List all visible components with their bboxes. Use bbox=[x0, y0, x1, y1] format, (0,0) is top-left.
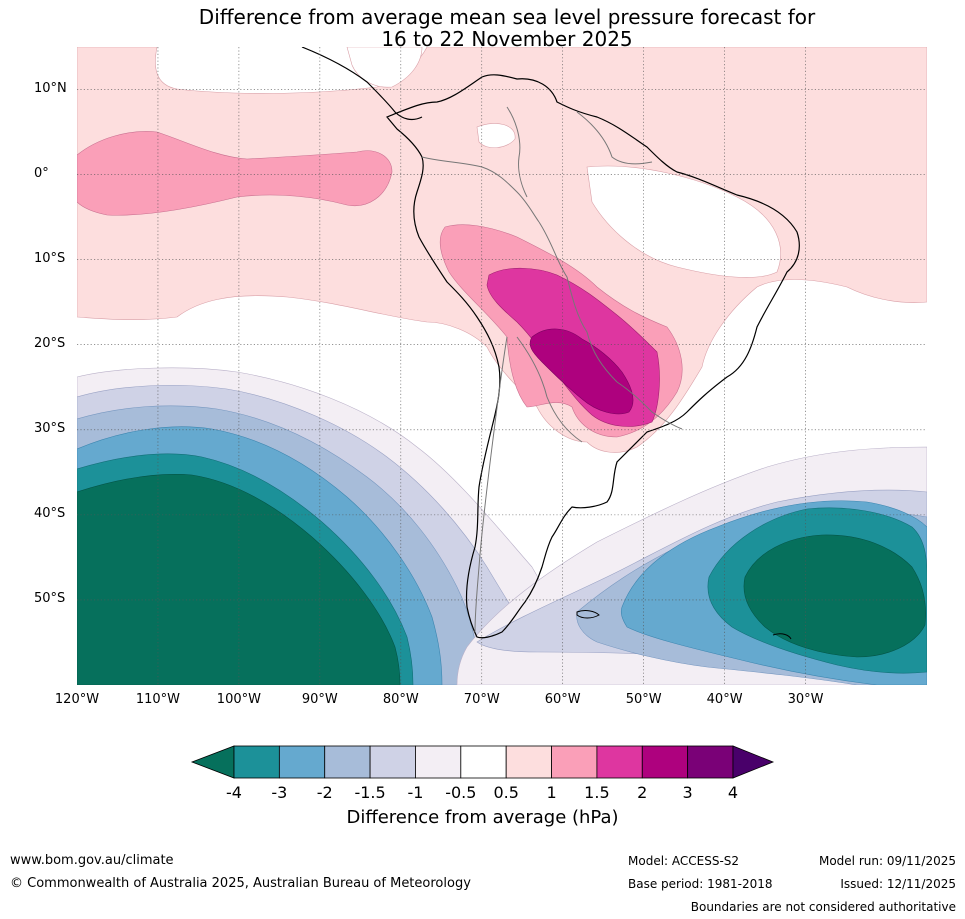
anomaly-near-zero-guyana bbox=[476, 123, 516, 148]
longitude-label: 70°W bbox=[463, 692, 500, 707]
anomaly-2-3-core bbox=[529, 328, 634, 415]
longitude-label: 120°W bbox=[54, 692, 100, 707]
longitude-label: 90°W bbox=[301, 692, 338, 707]
footer-copyright: © Commonwealth of Australia 2025, Austra… bbox=[10, 876, 471, 891]
colorbar-segment bbox=[551, 745, 598, 779]
colorbar-tick-label: -2 bbox=[316, 783, 333, 802]
colorbar-segment bbox=[324, 745, 371, 779]
footer-base-period: Base period: 1981-2018 bbox=[628, 877, 773, 891]
map-gridlines bbox=[77, 47, 927, 685]
longitude-label: 30°W bbox=[787, 692, 824, 707]
latitude-label: 10°N bbox=[34, 80, 67, 96]
footer-model: Model: ACCESS-S2 bbox=[628, 854, 740, 868]
colorbar-tick-label: -1.5 bbox=[354, 783, 386, 802]
footer-model-run: Model run: 09/11/2025 bbox=[818, 854, 956, 868]
latitude-label: 0° bbox=[34, 165, 49, 181]
colorbar-tick-label: 1 bbox=[546, 783, 557, 802]
map-title-line2: 16 to 22 November 2025 bbox=[381, 27, 633, 51]
central-america-coastline bbox=[301, 47, 423, 121]
longitude-label: 110°W bbox=[135, 692, 181, 707]
colorbar-tick-label: 0.5 bbox=[493, 783, 519, 802]
colorbar-tick-label: -3 bbox=[271, 783, 288, 802]
longitude-label: 50°W bbox=[625, 692, 662, 707]
longitude-label: 100°W bbox=[216, 692, 261, 707]
colorbar-segment bbox=[415, 745, 462, 779]
colorbar-tick-label: 1.5 bbox=[584, 783, 610, 802]
colorbar-tick-label: 2 bbox=[637, 783, 648, 802]
colorbar-tick-label: -0.5 bbox=[445, 783, 477, 802]
colorbar-tick-label: -4 bbox=[226, 783, 242, 802]
colorbar-extend-low bbox=[190, 745, 235, 779]
latitude-label: 50°S bbox=[34, 590, 66, 606]
pressure-anomaly-map bbox=[77, 47, 927, 685]
latitude-label: 20°S bbox=[34, 335, 66, 351]
anomaly-near-zero-brazil bbox=[586, 165, 781, 278]
anomaly-near-zero-caribbean bbox=[346, 47, 423, 88]
latitude-label: 40°S bbox=[34, 505, 66, 521]
footer-website: www.bom.gov.au/climate bbox=[10, 853, 174, 868]
colorbar-label: Difference from average (hPa) bbox=[346, 807, 619, 828]
latitude-label: 30°S bbox=[34, 420, 66, 436]
longitude-label: 40°W bbox=[706, 692, 743, 707]
colorbar-extend-high bbox=[732, 745, 775, 779]
colorbar-segment bbox=[369, 745, 416, 779]
colorbar-tick-label: 3 bbox=[682, 783, 693, 802]
colorbar-segment bbox=[687, 745, 734, 779]
map-title-line1: Difference from average mean sea level p… bbox=[198, 5, 816, 29]
footer-disclaimer: Boundaries are not considered authoritat… bbox=[690, 900, 956, 914]
colorbar-segment bbox=[596, 745, 643, 779]
country-boundaries bbox=[421, 106, 683, 633]
colorbar-segment bbox=[641, 745, 689, 779]
colorbar-tick-label: -1 bbox=[407, 783, 424, 802]
south-america-coastline bbox=[386, 74, 800, 639]
colorbar-segment bbox=[505, 745, 552, 779]
colorbar-segment bbox=[233, 745, 280, 779]
latitude-label: 10°S bbox=[34, 250, 66, 266]
south-georgia bbox=[772, 633, 792, 640]
longitude-label: 60°W bbox=[544, 692, 581, 707]
colorbar-segment bbox=[278, 745, 326, 779]
colorbar bbox=[190, 745, 775, 779]
falkland-islands bbox=[576, 610, 600, 619]
footer-issued: Issued: 12/11/2025 bbox=[840, 877, 956, 891]
colorbar-segment bbox=[460, 745, 507, 779]
longitude-label: 80°W bbox=[382, 692, 419, 707]
anomaly-lt-4-east bbox=[743, 534, 926, 658]
colorbar-tick-label: 4 bbox=[727, 783, 739, 802]
anomaly-1-1.5-equatorial-band bbox=[77, 131, 393, 216]
